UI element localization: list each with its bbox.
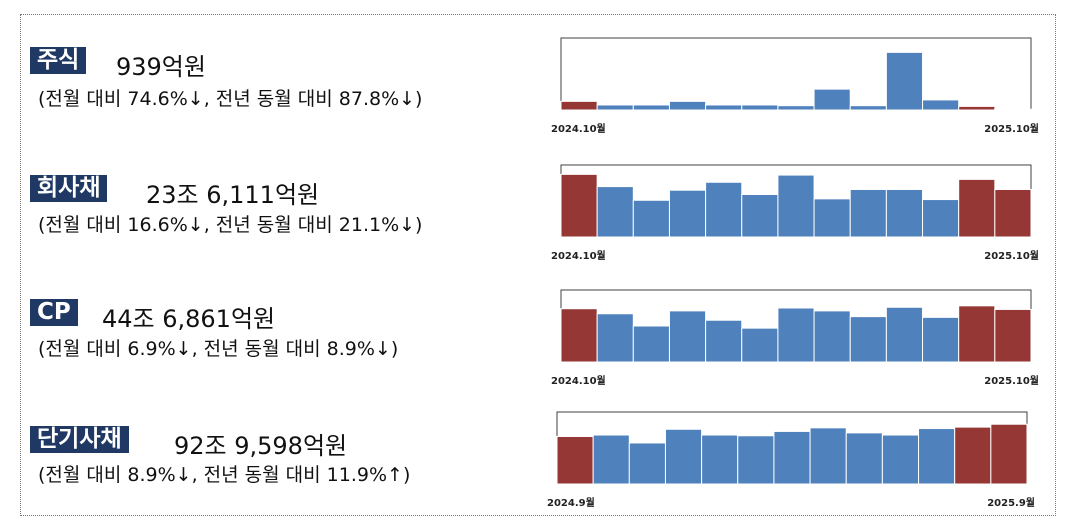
bar	[813, 88, 851, 111]
section-cp: CP 44조 6,861억원 (전월 대비 6.9%↓, 전년 동월 대비 8.…	[0, 0, 1067, 360]
bar	[922, 99, 960, 111]
section-label: 주식	[30, 47, 87, 74]
outer-frame	[20, 14, 1056, 516]
section-label: 단기사채	[30, 426, 129, 453]
bar	[994, 188, 1032, 238]
bar	[885, 306, 924, 363]
section-amount: 939억원	[116, 53, 206, 81]
bar	[813, 198, 851, 238]
bar	[845, 432, 883, 485]
bar	[809, 427, 847, 485]
bar	[632, 199, 670, 238]
bar	[958, 178, 996, 238]
bar	[741, 327, 779, 363]
bar	[922, 199, 960, 238]
bar	[813, 310, 851, 363]
bar	[705, 181, 743, 238]
section-label: CP	[30, 299, 78, 326]
x-tick-start: 2024.10월	[551, 375, 606, 387]
bar	[994, 308, 1032, 363]
section-change: (전월 대비 8.9%↓, 전년 동월 대비 11.9%↑)	[38, 464, 411, 486]
x-tick-start: 2024.10월	[551, 123, 606, 135]
bar	[668, 310, 707, 363]
bar	[954, 426, 992, 485]
bar	[668, 189, 707, 238]
chart-cp: 2024.10월 2025.10월	[551, 289, 1039, 387]
bar	[958, 305, 996, 363]
chart-stock: 2024.10월 2025.10월	[551, 37, 1039, 135]
bar	[556, 435, 594, 485]
x-tick-end: 2025.10월	[984, 123, 1039, 135]
section-amount: 92조 9,598억원	[174, 432, 348, 460]
bar	[849, 316, 887, 363]
section-stock: 주식 939억원 (전월 대비 74.6%↓, 전년 동월 대비 87.8%↓)	[0, 0, 1067, 120]
bar	[560, 173, 598, 238]
section-change: (전월 대비 16.6%↓, 전년 동월 대비 21.1%↓)	[38, 214, 423, 236]
bar	[596, 186, 634, 238]
bar	[628, 442, 666, 485]
section-change: (전월 대비 74.6%↓, 전년 동월 대비 87.8%↓)	[38, 88, 423, 110]
bar	[741, 194, 779, 238]
section-label: 회사채	[30, 175, 108, 202]
bar	[773, 430, 811, 485]
bar	[737, 435, 775, 485]
section-amount: 23조 6,111억원	[146, 181, 320, 209]
bar	[777, 307, 815, 363]
bar	[777, 174, 815, 238]
bar	[632, 325, 670, 363]
section-change: (전월 대비 6.9%↓, 전년 동월 대비 8.9%↓)	[38, 338, 399, 360]
bar	[596, 313, 634, 363]
bar	[958, 105, 996, 111]
bar	[922, 316, 960, 363]
x-tick-end: 2025.10월	[984, 375, 1039, 387]
x-tick-start: 2024.9월	[547, 497, 595, 509]
bar	[701, 434, 739, 485]
bar	[705, 319, 743, 363]
section-corporate-bond: 회사채 23조 6,111억원 (전월 대비 16.6%↓, 전년 동월 대비 …	[0, 0, 1067, 236]
bar	[885, 51, 924, 111]
bar	[592, 434, 630, 485]
bar	[994, 108, 1032, 111]
bar	[990, 423, 1028, 485]
section-amount: 44조 6,861억원	[102, 305, 276, 333]
section-short-term-bond: 단기사채 92조 9,598억원 (전월 대비 8.9%↓, 전년 동월 대비 …	[0, 0, 1067, 486]
x-tick-start: 2024.10월	[551, 250, 606, 262]
bar	[885, 188, 924, 238]
x-tick-end: 2025.10월	[984, 250, 1039, 262]
bar	[560, 308, 598, 363]
bar	[664, 428, 703, 485]
bar	[881, 434, 920, 485]
chart-short-term-bond: 2024.9월 2025.9월	[547, 411, 1035, 509]
x-tick-end: 2025.9월	[987, 497, 1035, 509]
bar	[918, 428, 956, 485]
chart-corporate-bond: 2024.10월 2025.10월	[551, 164, 1039, 262]
bar	[849, 188, 887, 238]
